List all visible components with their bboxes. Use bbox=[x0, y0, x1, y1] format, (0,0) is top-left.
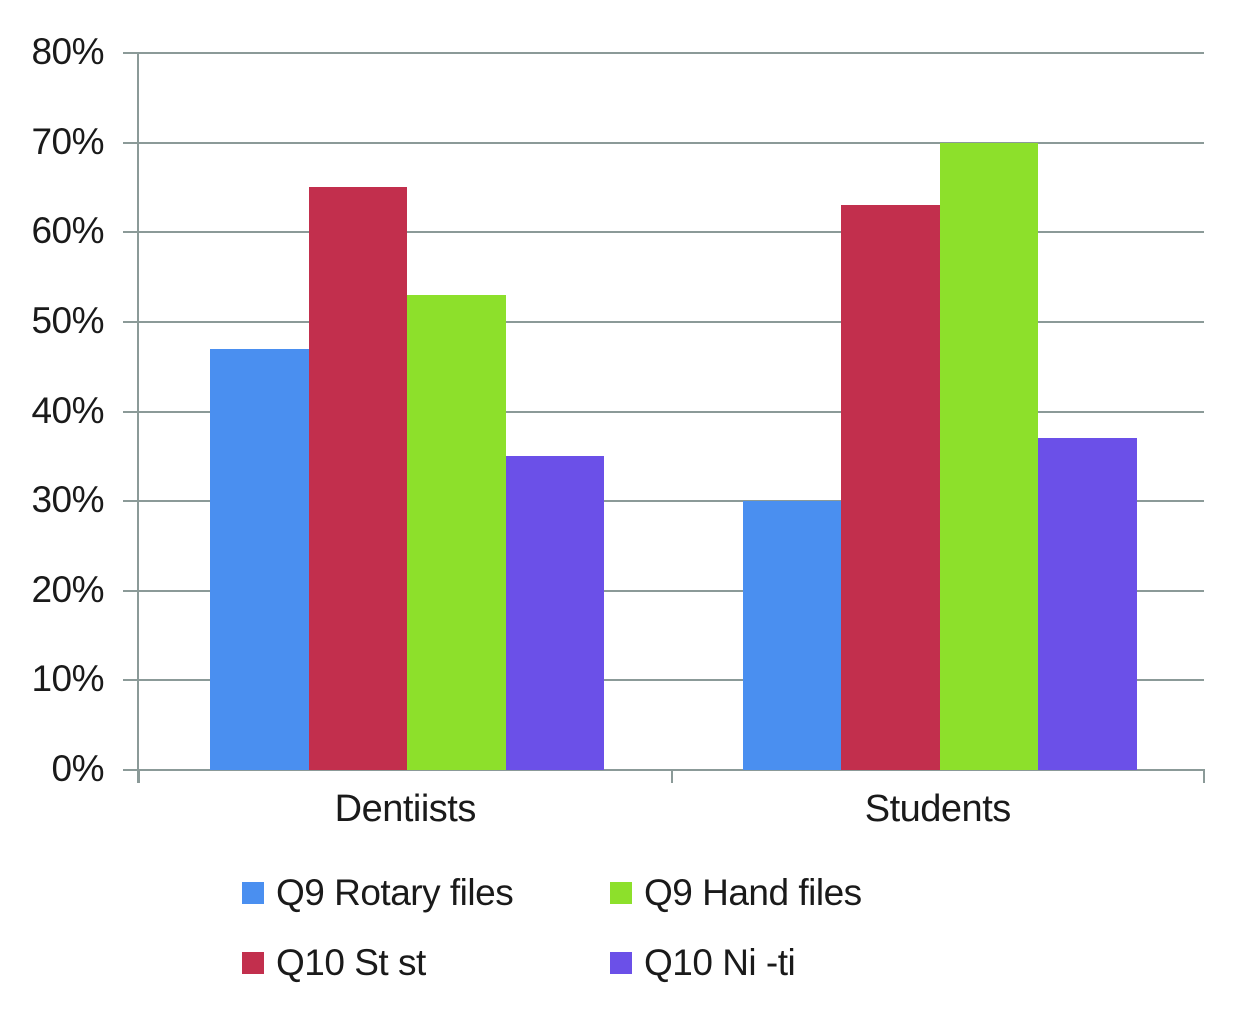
bar-dentiists-q10-st-st bbox=[308, 187, 408, 770]
gridline-50 bbox=[123, 320, 1204, 323]
bar-students-q10-ni-ti bbox=[1038, 438, 1137, 770]
category-label-students: Students bbox=[864, 788, 1011, 830]
bar-dentiists-q9-hand-files bbox=[407, 295, 506, 770]
bar-students-q9-hand-files bbox=[939, 142, 1039, 770]
y-tick-label-50: 50% bbox=[31, 300, 104, 342]
gridline-80 bbox=[123, 52, 1204, 54]
bar-students-q9-rotary-files bbox=[742, 501, 842, 770]
category-label-dentiists: Dentiists bbox=[334, 788, 477, 830]
gridline-10 bbox=[123, 679, 1204, 682]
legend-label: Q9 Rotary files bbox=[276, 872, 514, 913]
y-tick-label-20: 20% bbox=[31, 568, 104, 610]
x-axis-tick-2 bbox=[1203, 769, 1205, 783]
legend-item-q9-rotary-files: Q9 Rotary files bbox=[242, 872, 610, 914]
y-tick-label-10: 10% bbox=[31, 658, 104, 700]
legend-swatch-icon bbox=[242, 952, 264, 974]
plot-area bbox=[123, 52, 1205, 783]
x-axis-category-labels: Dentiists Students bbox=[139, 788, 1204, 831]
gridline-40 bbox=[123, 410, 1204, 413]
bar-dentiists-q10-ni-ti bbox=[505, 456, 605, 770]
legend: Q9 Rotary files Q9 Hand files Q10 St st Q10… bbox=[242, 872, 862, 984]
legend-label: Q10 St st bbox=[276, 942, 426, 983]
y-tick-label-80: 80% bbox=[31, 31, 104, 73]
x-axis-tick-0 bbox=[138, 769, 140, 783]
y-tick-label-0: 0% bbox=[51, 748, 105, 790]
bar-students-q10-st-st bbox=[841, 205, 940, 770]
gridline-70 bbox=[123, 141, 1204, 144]
y-tick-label-30: 30% bbox=[31, 479, 104, 521]
y-tick-label-60: 60% bbox=[31, 210, 104, 252]
gridline-0 bbox=[123, 769, 1204, 771]
gridline-60 bbox=[123, 231, 1204, 234]
y-tick-label-70: 70% bbox=[31, 120, 104, 162]
legend-label: Q10 Ni -ti bbox=[644, 942, 796, 983]
gridline-30 bbox=[123, 500, 1204, 503]
bar-dentiists-q9-rotary-files bbox=[210, 348, 309, 770]
y-tick-label-40: 40% bbox=[31, 389, 104, 431]
legend-item-q10-st-st: Q10 St st bbox=[242, 942, 610, 984]
x-axis-tick-1 bbox=[670, 769, 673, 783]
legend-swatch-icon bbox=[610, 882, 632, 904]
gridline-20 bbox=[123, 589, 1204, 592]
y-axis-line bbox=[137, 53, 139, 783]
legend-swatch-icon bbox=[610, 952, 632, 974]
legend-item-q9-hand-files: Q9 Hand files bbox=[610, 872, 862, 914]
legend-label: Q9 Hand files bbox=[644, 872, 862, 913]
legend-item-q10-ni-ti: Q10 Ni -ti bbox=[610, 942, 862, 984]
legend-swatch-icon bbox=[242, 882, 264, 904]
